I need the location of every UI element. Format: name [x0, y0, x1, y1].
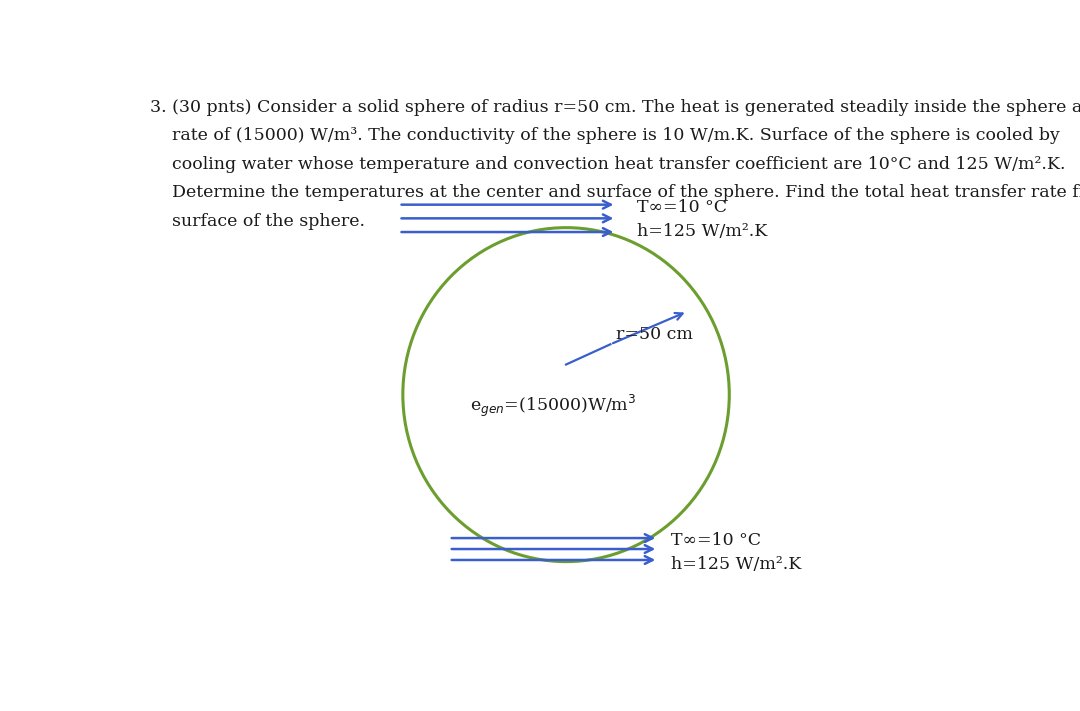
Text: r=50 cm: r=50 cm: [617, 326, 693, 343]
Text: T∞=10 °C
h=125 W/m².K: T∞=10 °C h=125 W/m².K: [671, 532, 801, 572]
Text: 3. (30 pnts) Consider a solid sphere of radius r=50 cm. The heat is generated st: 3. (30 pnts) Consider a solid sphere of …: [150, 99, 1080, 116]
Text: cooling water whose temperature and convection heat transfer coefficient are 10°: cooling water whose temperature and conv…: [150, 156, 1066, 173]
Text: Determine the temperatures at the center and surface of the sphere. Find the tot: Determine the temperatures at the center…: [150, 184, 1080, 201]
Text: T∞=10 °C
h=125 W/m².K: T∞=10 °C h=125 W/m².K: [637, 198, 768, 240]
Text: e$_{{gen}}$=(15000)W/m$^3$: e$_{{gen}}$=(15000)W/m$^3$: [470, 392, 637, 419]
Text: surface of the sphere.: surface of the sphere.: [150, 213, 365, 230]
Text: rate of (15000) W/m³. The conductivity of the sphere is 10 W/m.K. Surface of the: rate of (15000) W/m³. The conductivity o…: [150, 127, 1059, 144]
